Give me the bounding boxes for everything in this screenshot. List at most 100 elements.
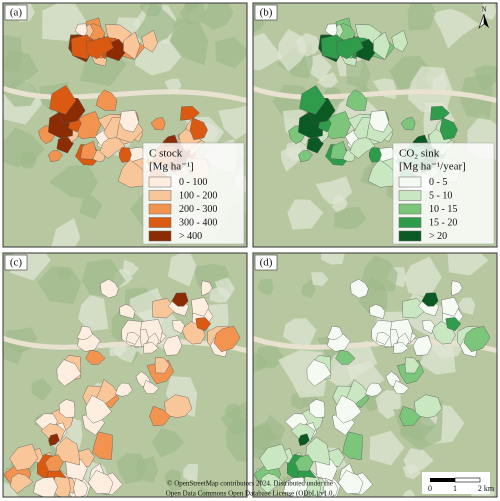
panel-label: (d) [260, 257, 273, 269]
terrain-patch [78, 295, 109, 332]
attribution: Open Data Commons Open Database License … [166, 490, 335, 498]
legend-swatch [148, 190, 172, 201]
forest-stand [44, 454, 64, 472]
forest-stand [412, 335, 433, 356]
scale-bar: 0 1 2 km [422, 472, 495, 494]
forest-stand [118, 147, 132, 163]
terrain-patch [402, 489, 415, 497]
forest-stand [100, 278, 119, 299]
forest-stand [76, 325, 93, 341]
legend-swatch [398, 176, 422, 188]
forest-stand [125, 332, 140, 345]
forest-stand [373, 31, 391, 60]
legend-title: C stock [149, 148, 183, 160]
terrain-patch [287, 199, 324, 230]
forest-stand [369, 110, 390, 133]
forest-stand [65, 458, 88, 481]
terrain-patch [169, 17, 209, 66]
forest-stand [10, 473, 34, 494]
legend-label: > 20 [429, 231, 447, 242]
valley-road [253, 86, 497, 104]
forest-stand [143, 341, 159, 354]
forest-stand [9, 443, 39, 471]
forest-stand [141, 30, 158, 53]
forest-stand [439, 117, 458, 141]
terrain-patch [321, 253, 345, 265]
forest-stand [92, 431, 113, 460]
legend-label: 10 - 15 [429, 204, 457, 215]
terrain-patch [253, 424, 276, 452]
forest-stand [422, 319, 435, 334]
attribution: © OpenStreetMap contributors 2024. Distr… [167, 480, 333, 488]
terrain-patch [79, 195, 103, 220]
terrain-patch [3, 34, 23, 73]
terrain-patch [218, 105, 247, 140]
legend-title: CO₂ sink [399, 148, 440, 160]
forest-stand [399, 406, 421, 427]
panel-label: (a) [10, 7, 23, 19]
terrain-patch [20, 151, 38, 169]
legend-label: 15 - 20 [429, 217, 457, 228]
terrain-patch [122, 259, 139, 276]
terrain-patch [334, 206, 367, 229]
forest-stand [172, 319, 185, 334]
forest-stand [260, 473, 284, 494]
map-panel: (d) [252, 252, 498, 498]
terrain-patch [402, 463, 421, 480]
legend-unit: [Mg ha⁻¹] [149, 161, 194, 173]
terrain-patch [214, 277, 235, 300]
legend-swatch [398, 217, 422, 228]
terrain-patch [389, 55, 431, 91]
forest-stand [213, 325, 241, 353]
forest-stand [298, 150, 313, 163]
forest-stand [143, 380, 160, 395]
terrain-patch [369, 430, 405, 466]
forest-stand [345, 379, 369, 405]
panel-border [252, 2, 498, 248]
scale-seg [430, 478, 455, 482]
legend-swatch [398, 230, 422, 242]
forest-stand [391, 30, 408, 53]
terrain-patch [473, 65, 497, 92]
terrain-patch [51, 217, 81, 247]
forest-stand [441, 297, 460, 317]
forest-stand [369, 304, 386, 319]
terrain-patch [447, 253, 489, 276]
terrain-patch [481, 3, 497, 20]
terrain-patch [136, 456, 159, 483]
forest-stand [117, 159, 148, 188]
panel-label-box [4, 4, 28, 21]
terrain-patch [282, 318, 317, 346]
forest-stand [404, 356, 420, 374]
legend-label: 5 - 10 [429, 190, 452, 201]
forest-stand [171, 292, 189, 307]
arrow-right [484, 14, 489, 28]
legend-swatch [148, 176, 172, 188]
forest-stand [149, 406, 171, 427]
scale-bar-bg [422, 472, 490, 494]
terrain-patch [431, 8, 480, 49]
legend-label: 0 - 100 [179, 177, 207, 188]
forest-stand [123, 31, 141, 60]
legend-label: 200 - 300 [179, 204, 217, 215]
legend-label: 100 - 200 [179, 190, 217, 201]
legend-label: 0 - 5 [429, 177, 447, 188]
panel-label-box [254, 254, 278, 271]
terrain-patch [198, 486, 212, 497]
terrain-patch [253, 352, 269, 374]
legend-swatch [398, 190, 422, 201]
forest-stand [154, 356, 170, 374]
forest-stand [150, 117, 166, 131]
forest-stand [80, 141, 97, 160]
forest-stand [345, 89, 368, 111]
forest-stand [87, 470, 114, 495]
forest-stand [40, 423, 66, 443]
forest-stand [306, 136, 324, 154]
terrain-patch [346, 59, 371, 90]
panel-border [252, 252, 498, 498]
forest-stand [393, 341, 409, 354]
scale-label: 2 km [478, 484, 495, 493]
forest-stand [375, 332, 390, 345]
north-arrow: N [478, 6, 489, 29]
